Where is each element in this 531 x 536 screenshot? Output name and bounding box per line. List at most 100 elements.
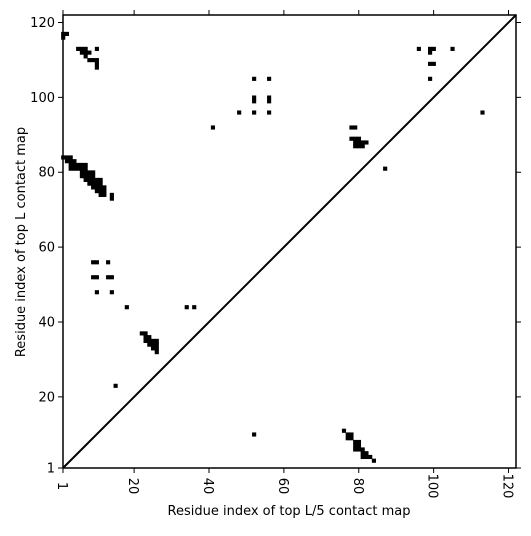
- contact-cell-top-l: [147, 338, 152, 343]
- contact-cell-top-l5: [349, 436, 354, 441]
- contact-cell-top-l: [383, 166, 388, 171]
- y-tick-label: 120: [30, 16, 55, 31]
- contact-cell-top-l: [143, 335, 148, 340]
- contact-cell-top-l: [450, 46, 455, 51]
- contact-cell-top-l: [83, 46, 88, 51]
- contact-cell-top-l: [83, 174, 88, 179]
- contact-cell-top-l5: [364, 454, 369, 460]
- y-tick-label: 100: [30, 91, 55, 106]
- plot-frame: [62, 14, 517, 469]
- contact-cell-top-l: [428, 61, 433, 66]
- contact-cell-top-l: [91, 170, 96, 175]
- contact-cell-top-l: [94, 275, 99, 280]
- contact-cell-top-l5: [345, 436, 350, 441]
- contact-cell-top-l: [91, 185, 96, 190]
- contact-cell-top-l5: [345, 432, 350, 437]
- contact-cell-top-l: [64, 159, 70, 164]
- contact-cell-top-l: [87, 181, 92, 186]
- x-tick-label: 120: [500, 474, 515, 499]
- contact-cell-top-l: [353, 136, 358, 141]
- contact-cell-top-l: [79, 174, 84, 179]
- contact-cell-top-l: [76, 166, 81, 171]
- contact-cell-top-l5: [353, 443, 358, 448]
- contact-cell-top-l: [267, 110, 272, 115]
- contact-cell-top-l: [98, 181, 103, 186]
- y-tick-label: 20: [38, 390, 55, 405]
- contact-cell-top-l: [94, 58, 99, 63]
- contact-cell-top-l: [64, 31, 70, 36]
- contact-cell-top-l: [428, 46, 433, 51]
- contact-cell-top-l: [83, 170, 88, 175]
- x-tick-label: 1: [54, 482, 69, 490]
- contact-cell-top-l: [353, 125, 358, 130]
- contact-cell-top-l: [353, 140, 358, 145]
- contact-cell-top-l: [252, 95, 257, 100]
- contact-cell-top-l: [154, 350, 159, 355]
- contact-cell-top-l: [109, 192, 114, 197]
- contact-cell-top-l: [79, 162, 84, 168]
- contact-cell-top-l: [102, 185, 107, 190]
- contact-cell-top-l: [360, 140, 365, 145]
- contact-cell-top-l: [98, 189, 103, 194]
- contact-cell-top-l: [252, 76, 257, 81]
- contact-cell-top-l: [192, 305, 197, 310]
- contact-cell-top-l: [98, 185, 103, 190]
- contact-cell-top-l: [356, 144, 362, 149]
- contact-cell-top-l: [91, 181, 96, 186]
- contact-cell-top-l: [94, 185, 99, 190]
- plot-frame-group: [62, 14, 517, 469]
- contact-cell-top-l: [83, 177, 88, 182]
- contact-cell-top-l: [79, 166, 84, 171]
- contact-cell-top-l: [98, 177, 103, 182]
- contact-cell-top-l: [109, 196, 114, 201]
- contact-cell-top-l: [210, 125, 216, 130]
- contact-cell-top-l: [94, 46, 99, 51]
- contact-cell-top-l: [94, 177, 99, 182]
- y-tick-label: 40: [38, 315, 55, 330]
- contact-cell-top-l5: [349, 432, 354, 437]
- contact-cell-top-l5: [356, 439, 362, 445]
- contact-cell-top-l: [143, 331, 148, 336]
- x-tick-label: 60: [275, 478, 290, 495]
- contact-cell-top-l: [431, 61, 436, 66]
- y-tick-label: 80: [38, 166, 55, 181]
- contact-cell-top-l: [102, 189, 107, 194]
- contact-cell-top-l: [79, 170, 84, 175]
- contact-cell-top-l5: [252, 432, 257, 437]
- contact-cell-top-l: [102, 192, 107, 197]
- contact-cell-top-l: [98, 192, 103, 197]
- contact-cell-top-l5: [356, 447, 362, 452]
- contact-cell-top-l: [139, 331, 144, 336]
- contact-cell-top-l: [154, 338, 159, 343]
- contact-cell-top-l: [94, 290, 99, 295]
- contact-cell-top-l: [83, 50, 88, 55]
- x-tick-label: 20: [125, 478, 140, 495]
- contact-cell-top-l: [364, 140, 369, 145]
- contact-cell-top-l: [79, 50, 84, 55]
- contact-cell-top-l: [76, 162, 81, 168]
- contact-cell-top-l: [154, 346, 159, 351]
- contact-cell-top-l: [79, 46, 84, 51]
- contact-cell-top-l: [150, 338, 156, 343]
- contact-cell-top-l: [87, 50, 92, 55]
- x-tick-label: 40: [200, 478, 215, 495]
- contact-cell-top-l: [91, 174, 96, 179]
- contact-cell-top-l: [91, 58, 96, 63]
- contact-cell-top-l: [87, 58, 92, 63]
- contact-cell-top-l: [91, 275, 96, 280]
- y-tick-label: 1: [47, 462, 55, 477]
- contact-cell-top-l: [147, 335, 152, 340]
- contact-cell-top-l: [428, 50, 433, 55]
- contact-cell-top-l: [113, 383, 118, 388]
- contact-cell-top-l: [349, 136, 354, 141]
- contact-cell-top-l: [68, 162, 73, 168]
- contact-cell-top-l: [87, 177, 92, 182]
- contact-cell-top-l: [106, 260, 111, 265]
- contact-cell-top-l: [72, 166, 77, 171]
- contact-cell-top-l: [87, 174, 92, 179]
- contact-cell-top-l: [83, 162, 88, 168]
- contact-cell-top-l: [150, 342, 156, 347]
